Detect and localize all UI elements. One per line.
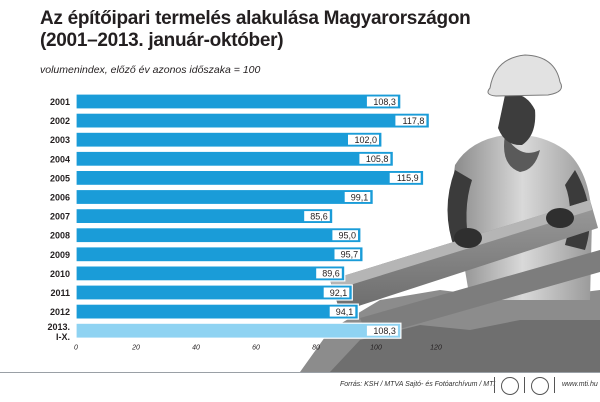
chart-subtitle: volumenindex, előző év azonos időszaka =… — [40, 64, 261, 76]
bar — [75, 112, 430, 129]
value-label-bg — [389, 172, 421, 183]
value-label: 95,7 — [341, 250, 359, 260]
category-label: 2006 — [50, 193, 70, 203]
bar — [75, 150, 394, 167]
x-tick-label: 0 — [74, 344, 78, 351]
category-label: 2011 — [50, 288, 70, 298]
value-label: 99,1 — [351, 192, 369, 202]
value-label: 102,0 — [354, 135, 377, 145]
bar — [75, 188, 374, 206]
footer-divider — [0, 372, 600, 373]
value-label-bg — [332, 230, 358, 241]
value-label-bg — [348, 134, 379, 145]
value-label-bg — [334, 249, 361, 260]
x-tick-label: 40 — [192, 344, 200, 351]
bar — [75, 208, 334, 225]
category-label: 2009 — [50, 250, 70, 260]
value-label-bg — [366, 325, 398, 336]
category-label: 2001 — [50, 97, 70, 107]
value-label: 92,1 — [330, 288, 348, 298]
value-label: 115,9 — [397, 173, 419, 183]
category-label: 2013. I-X. — [47, 322, 70, 342]
site-url: www.mti.hu — [562, 381, 598, 388]
value-label-bg — [359, 153, 391, 164]
category-label: 2003 — [50, 135, 70, 145]
mtva-logo-icon — [501, 377, 519, 395]
category-label: 2007 — [50, 212, 70, 222]
title-line-2: (2001–2013. január-október) — [40, 30, 284, 51]
title-line-1: Az építőipari termelés alakulása Magyaro… — [40, 8, 471, 29]
mti-logo-icon — [531, 377, 549, 395]
bar — [75, 246, 364, 263]
bar — [75, 93, 402, 110]
value-label-bg — [366, 96, 398, 107]
value-label: 89,6 — [322, 269, 340, 279]
bar — [75, 169, 425, 186]
bar — [75, 227, 362, 244]
value-label-bg — [344, 192, 371, 202]
value-label-bg — [316, 268, 342, 279]
bar — [75, 131, 383, 148]
value-label: 108,3 — [373, 97, 396, 107]
category-label: 2004 — [50, 154, 70, 164]
category-label: 2002 — [50, 116, 70, 126]
category-label: 2012 — [50, 307, 70, 317]
value-label-bg — [323, 287, 350, 298]
x-tick-label: 20 — [131, 344, 140, 351]
x-tick-label: 120 — [430, 344, 442, 351]
source-credit: Forrás: KSH / MTVA Sajtó- és Fotóarchívu… — [340, 381, 496, 388]
value-label: 117,8 — [403, 116, 425, 126]
x-tick-label: 100 — [370, 344, 382, 351]
x-tick-label: 80 — [312, 344, 320, 351]
category-label: 2010 — [50, 269, 70, 279]
chart-title: Az építőipari termelés alakulása Magyaro… — [40, 8, 500, 52]
category-label: 2005 — [50, 173, 70, 183]
value-label: 94,1 — [336, 307, 354, 317]
bar — [75, 322, 402, 339]
value-label: 105,8 — [366, 154, 389, 164]
value-label-bg — [395, 115, 427, 126]
value-label-bg — [329, 306, 356, 317]
category-label: 2008 — [50, 231, 70, 241]
bar — [75, 265, 346, 282]
bar — [75, 284, 353, 301]
bar — [75, 303, 359, 320]
value-label: 95,0 — [338, 231, 356, 241]
x-tick-label: 60 — [252, 344, 260, 351]
footer-separator — [524, 377, 525, 393]
value-label-bg — [304, 211, 330, 222]
footer-separator — [554, 377, 555, 393]
footer-separator — [494, 377, 495, 393]
value-label: 108,3 — [373, 326, 396, 336]
value-label: 85,6 — [310, 211, 328, 221]
